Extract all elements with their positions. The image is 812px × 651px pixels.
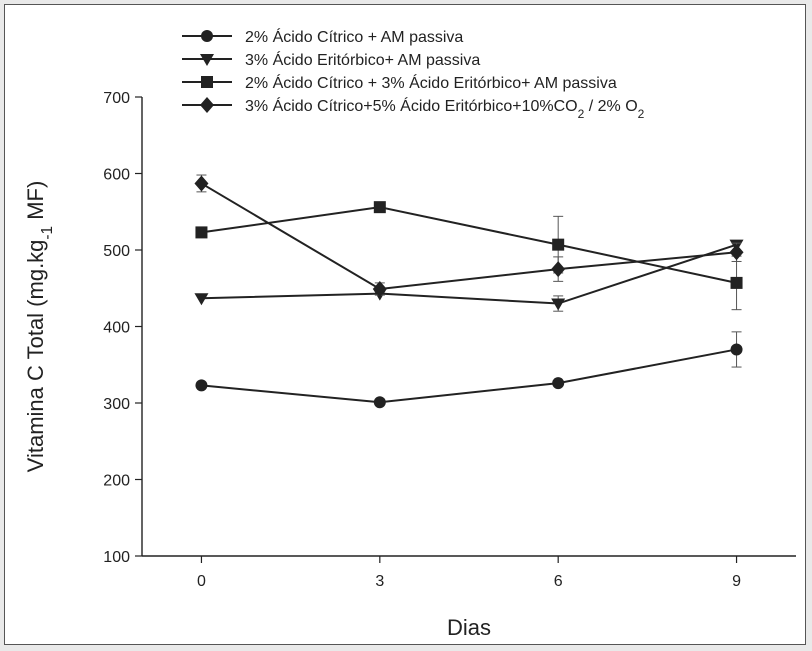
- legend-item: 3% Ácido Cítrico+5% Ácido Eritórbico+10%…: [182, 96, 645, 121]
- data-point: [730, 343, 743, 356]
- legend-marker: [200, 54, 214, 66]
- y-tick-label: 100: [103, 549, 130, 566]
- x-tick-label: 3: [375, 573, 384, 590]
- series-4: [194, 174, 744, 298]
- figure-frame: 100 200 300 400 500 600 700 0 3 6 9 2% Ácido Cítri…: [4, 4, 806, 645]
- x-axis-title: Dias: [447, 615, 491, 640]
- data-point: [551, 298, 566, 311]
- chart-legend: 2% Ácido Cítrico + AM passiva 3% Ácido Er…: [182, 27, 645, 121]
- y-tick-label: 700: [103, 90, 130, 107]
- data-point: [373, 396, 386, 409]
- x-tick-label: 0: [197, 573, 206, 590]
- x-tick-label: 9: [732, 573, 741, 590]
- data-point: [551, 261, 566, 278]
- data-point: [194, 293, 209, 306]
- data-point: [373, 201, 386, 214]
- y-tick-label: 400: [103, 320, 130, 337]
- data-point: [194, 175, 209, 192]
- legend-label: 2% Ácido Cítrico + AM passiva: [245, 27, 463, 46]
- y-axis-title: Vitamina C Total (mg.kg-1 MF): [23, 181, 56, 473]
- legend-label: 2% Ácido Cítrico + 3% Ácido Eritórbico+ …: [245, 73, 617, 92]
- legend-label: 3% Ácido Eritórbico+ AM passiva: [245, 50, 480, 69]
- data-point: [729, 244, 744, 261]
- x-tick-label: 6: [554, 573, 563, 590]
- legend-marker: [200, 97, 214, 113]
- series-line: [201, 348, 737, 404]
- y-tick-label: 200: [103, 473, 130, 490]
- chart-axes: 100 200 300 400 500 600 700 0 3 6 9: [103, 90, 796, 590]
- data-point: [730, 276, 743, 289]
- series-line: [201, 206, 737, 284]
- data-point: [195, 226, 208, 239]
- y-tick-label: 500: [103, 243, 130, 260]
- legend-item: 2% Ácido Cítrico + 3% Ácido Eritórbico+ …: [182, 73, 617, 92]
- legend-item: 2% Ácido Cítrico + AM passiva: [182, 27, 463, 46]
- data-point: [552, 238, 565, 251]
- legend-label: 3% Ácido Cítrico+5% Ácido Eritórbico+10%…: [245, 96, 645, 121]
- legend-item: 3% Ácido Eritórbico+ AM passiva: [182, 50, 480, 69]
- data-point: [552, 377, 565, 390]
- series-1: [195, 331, 743, 409]
- legend-marker: [201, 30, 213, 42]
- y-tick-label: 300: [103, 396, 130, 413]
- series-line: [200, 182, 737, 291]
- y-tick-label: 600: [103, 167, 130, 184]
- data-point: [195, 379, 208, 392]
- series-2: [194, 239, 744, 312]
- series-3: [195, 201, 743, 311]
- chart-series: [194, 174, 744, 409]
- data-point: [372, 281, 387, 298]
- line-chart: 100 200 300 400 500 600 700 0 3 6 9 2% Ácido Cítri…: [23, 27, 796, 640]
- legend-marker: [201, 76, 213, 88]
- series-line: [201, 243, 737, 305]
